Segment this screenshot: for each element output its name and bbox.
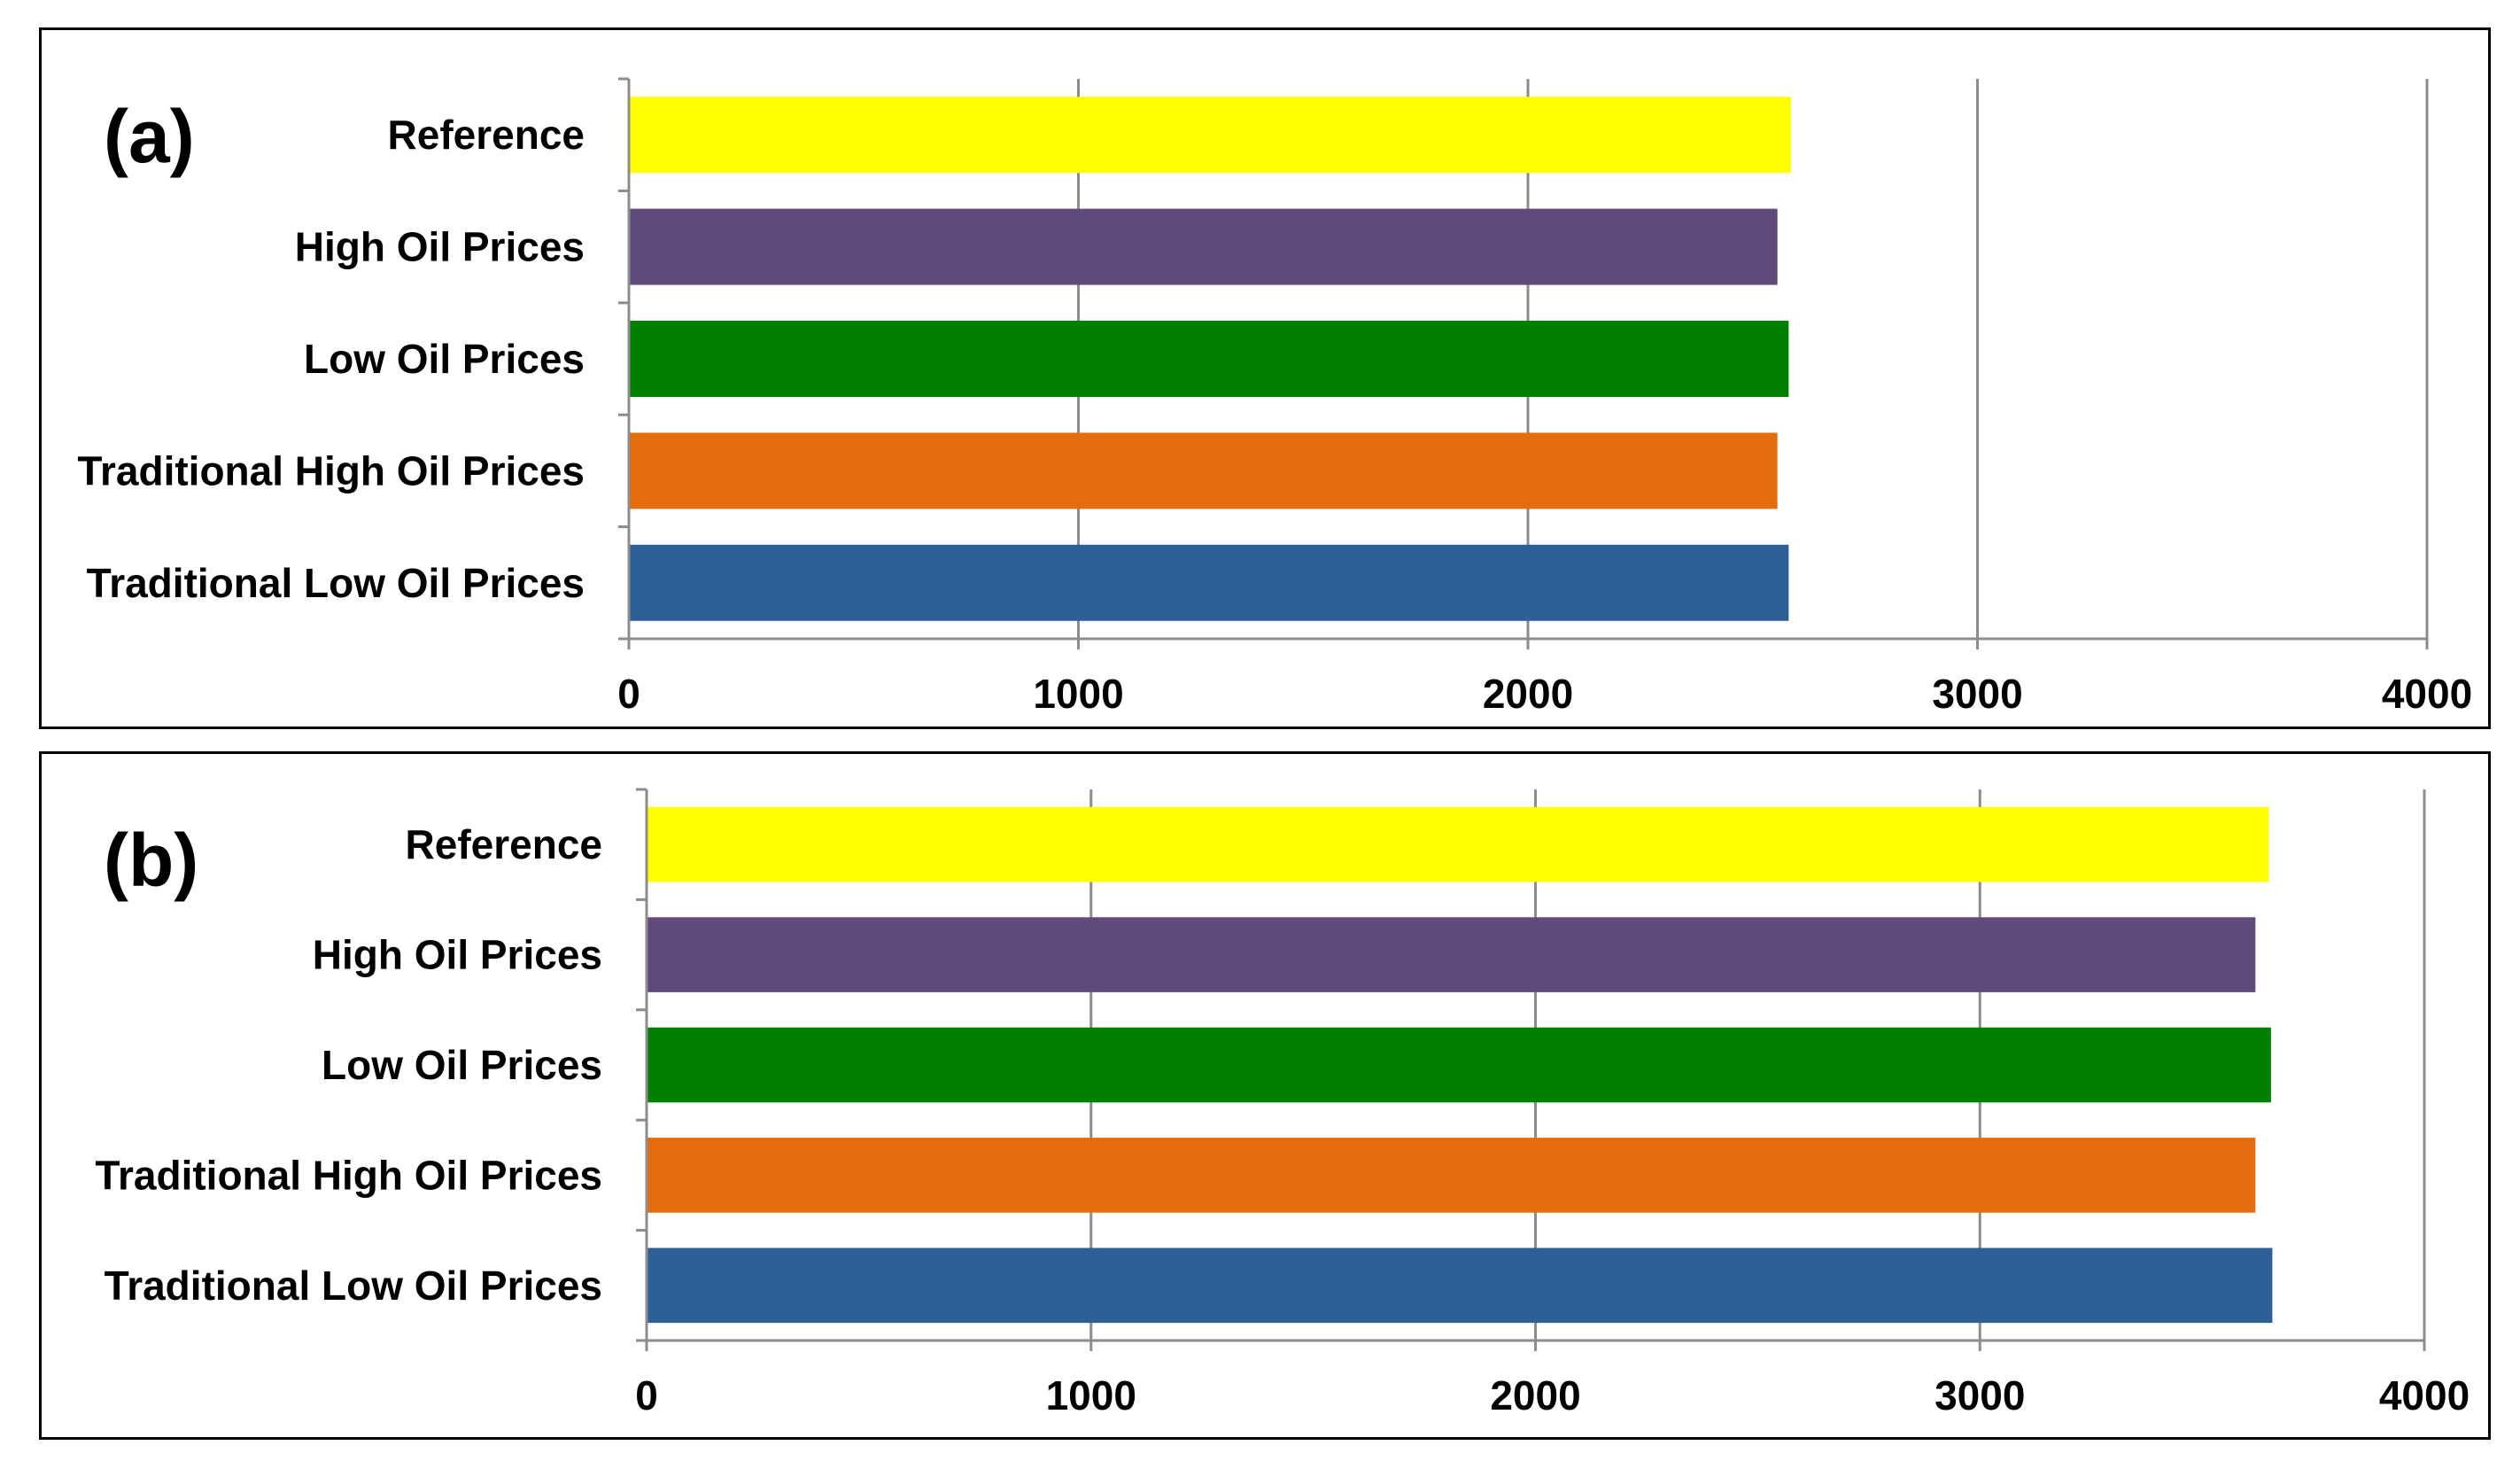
bar-b-2 [647, 1027, 2271, 1103]
x-tick-label-2000: 2000 [1483, 671, 1573, 717]
category-label-b-0: Reference [406, 821, 602, 867]
bar-a-1 [629, 208, 1778, 285]
bar-a-3 [629, 432, 1778, 509]
chart-panel-a: 0 1000 2000 3000 4000 Reference High Oil Price… [39, 27, 2491, 729]
bar-a-2 [629, 321, 1789, 397]
x-tick-label-3000: 3000 [1935, 1372, 2025, 1418]
panel-label-b: (b) [104, 819, 199, 902]
panel-label-a: (a) [104, 95, 195, 178]
chart-b-plot: 0 1000 2000 3000 4000 Reference High Oil Price… [95, 788, 2470, 1418]
category-label-b-2: Low Oil Prices [322, 1042, 602, 1088]
bar-a-4 [629, 544, 1789, 621]
x-tick-label-4000: 4000 [2382, 671, 2472, 717]
bar-b-0 [647, 806, 2269, 882]
bar-b-1 [647, 917, 2256, 992]
category-label-a-2: Low Oil Prices [304, 336, 585, 382]
chart-panel-b: 0 1000 2000 3000 4000 Reference High Oil Price… [39, 751, 2491, 1440]
x-tick-label-0: 0 [635, 1372, 658, 1418]
category-label-a-0: Reference [388, 112, 585, 158]
category-label-b-4: Traditional Low Oil Prices [105, 1263, 602, 1309]
x-tick-label-1000: 1000 [1046, 1372, 1136, 1418]
x-tick-label-3000: 3000 [1932, 671, 2022, 717]
x-tick-label-4000: 4000 [2379, 1372, 2470, 1418]
x-tick-label-1000: 1000 [1033, 671, 1123, 717]
bar-a-0 [629, 97, 1791, 174]
category-label-b-3: Traditional High Oil Prices [95, 1152, 602, 1198]
x-tick-label-2000: 2000 [1490, 1372, 1580, 1418]
category-label-b-1: High Oil Prices [313, 932, 602, 978]
category-label-a-1: High Oil Prices [295, 224, 585, 270]
bar-b-4 [647, 1247, 2273, 1324]
bar-b-3 [647, 1138, 2256, 1213]
category-label-a-4: Traditional Low Oil Prices [87, 560, 585, 606]
x-tick-label-0: 0 [617, 671, 640, 717]
chart-a-plot: 0 1000 2000 3000 4000 Reference High Oil Price… [77, 77, 2472, 717]
category-label-a-3: Traditional High Oil Prices [77, 447, 585, 493]
